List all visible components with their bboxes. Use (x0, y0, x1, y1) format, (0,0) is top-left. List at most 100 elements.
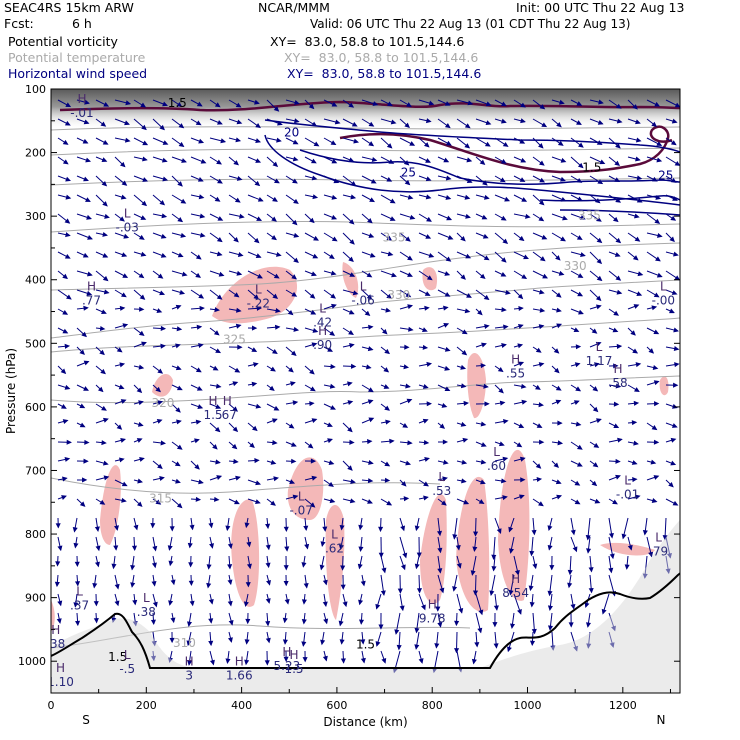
wind-arrow-head (74, 561, 80, 568)
wind-arrow-head (235, 475, 241, 481)
wind-arrow-head (137, 478, 143, 484)
wind-arrow-head (358, 546, 364, 552)
wind-arrow-head (441, 500, 447, 506)
wind-arrow-head (578, 142, 584, 148)
extremum-marker: H (235, 655, 244, 669)
x-tick-label: 1200 (609, 699, 637, 712)
wind-arrow-head (531, 628, 537, 635)
wind-arrow-head (101, 405, 107, 411)
wind-arrow-head (175, 343, 181, 349)
wind-arrow-head (141, 124, 147, 131)
wind-arrow-head (84, 99, 90, 105)
wind-arrow-head (319, 564, 325, 571)
extremum-value: 5.23 (274, 659, 301, 673)
extremum-marker: L (255, 283, 262, 297)
wind-arrow-head (132, 599, 138, 606)
wind-arrow-head (307, 443, 314, 449)
wind-arrow-head (66, 439, 72, 445)
wind-arrow-head (208, 640, 214, 647)
wind-arrow-head (573, 327, 580, 332)
wind-arrow-head (119, 161, 126, 168)
wind-arrow-head (529, 640, 536, 647)
wind-arrow-head (289, 479, 296, 484)
wind-arrow-head (385, 419, 391, 425)
wind-arrow-head (214, 307, 220, 313)
wind-arrow-head (330, 140, 337, 146)
wind-arrow-head (407, 194, 414, 200)
wind-arrow-head (283, 526, 289, 533)
wind-arrow-head (651, 425, 658, 431)
wind-arrow-head (57, 600, 63, 607)
wind-arrow-head (632, 255, 639, 261)
wind-arrow-head (265, 562, 271, 569)
wind-arrow-head (585, 535, 591, 541)
wind-arrow-head (195, 120, 202, 126)
wind-arrow-head (387, 251, 394, 257)
wind-arrow-head (103, 475, 110, 481)
pv-region (498, 449, 530, 601)
extremum-marker: H (56, 661, 65, 675)
wind-arrow-head (161, 213, 168, 219)
wind-arrow-head (331, 194, 338, 200)
wind-arrow-head (386, 293, 392, 300)
extremum-marker: L (493, 445, 500, 459)
wind-arrow-head (308, 103, 315, 110)
pv-contour-label: 1.5 (582, 161, 601, 175)
wind-arrow-head (330, 270, 337, 276)
extremum-marker: L (124, 206, 131, 220)
wind-arrow-head (216, 159, 222, 165)
wind-arrow-head (536, 476, 543, 483)
wind-arrow-head (93, 618, 99, 624)
wind-arrow-head (121, 292, 127, 298)
wind-arrow-head (483, 255, 490, 261)
wind-arrow-head (253, 362, 259, 368)
wind-arrow-head (500, 271, 507, 277)
wind-arrow-head (414, 525, 420, 532)
wind-arrow-head (197, 404, 204, 409)
wind-arrow-head (152, 545, 158, 552)
wind-arrow-head (615, 383, 622, 389)
wind-arrow-head (535, 463, 542, 469)
wind-arrow-head (121, 497, 127, 503)
wind-arrow-head (327, 347, 334, 352)
wind-arrow-head (435, 606, 441, 612)
wind-arrow-head (329, 498, 336, 504)
wind-arrow-head (653, 292, 660, 298)
wind-arrow-head (655, 195, 662, 200)
wind-arrow-head (198, 343, 204, 348)
x-tick-label: 0 (48, 699, 55, 712)
wind-arrow-head (466, 157, 473, 163)
wind-arrow-head (562, 215, 568, 221)
wind-arrow-head (292, 178, 298, 184)
wind-arrow-head (539, 289, 545, 295)
wind-arrow-head (474, 642, 480, 648)
wind-arrow-head (463, 499, 470, 505)
wind-arrow-head (79, 422, 86, 428)
wind-arrow-head (103, 417, 109, 423)
wind-arrow-head (632, 104, 638, 110)
wind-arrow-head (518, 361, 525, 367)
wind-arrow-head (555, 385, 562, 391)
wind-arrow-head (189, 524, 195, 531)
wind-arrow-head (339, 639, 345, 645)
wind-arrow-head (601, 608, 607, 615)
wind-arrow-head (460, 364, 467, 370)
wind-arrow-head (120, 194, 127, 200)
wind-arrow-head (60, 404, 67, 409)
wind-arrow-head (472, 590, 479, 596)
wind-arrow-head (253, 294, 260, 300)
wind-arrow-head (613, 363, 619, 369)
wind-arrow-head (555, 399, 562, 405)
wind-arrow-head (593, 442, 600, 448)
wind-arrow-head (616, 289, 623, 295)
extremum-marker: L (298, 489, 305, 503)
pv-region (420, 494, 447, 604)
wind-arrow-head (169, 637, 175, 644)
wind-arrow-head (367, 499, 373, 504)
wind-arrow-head (62, 328, 69, 334)
wind-arrow-head (519, 456, 526, 462)
wind-arrow-head (574, 480, 581, 486)
wind-arrow-head (568, 622, 574, 628)
wind-arrow-head (82, 252, 89, 258)
wind-arrow-head (615, 458, 621, 464)
